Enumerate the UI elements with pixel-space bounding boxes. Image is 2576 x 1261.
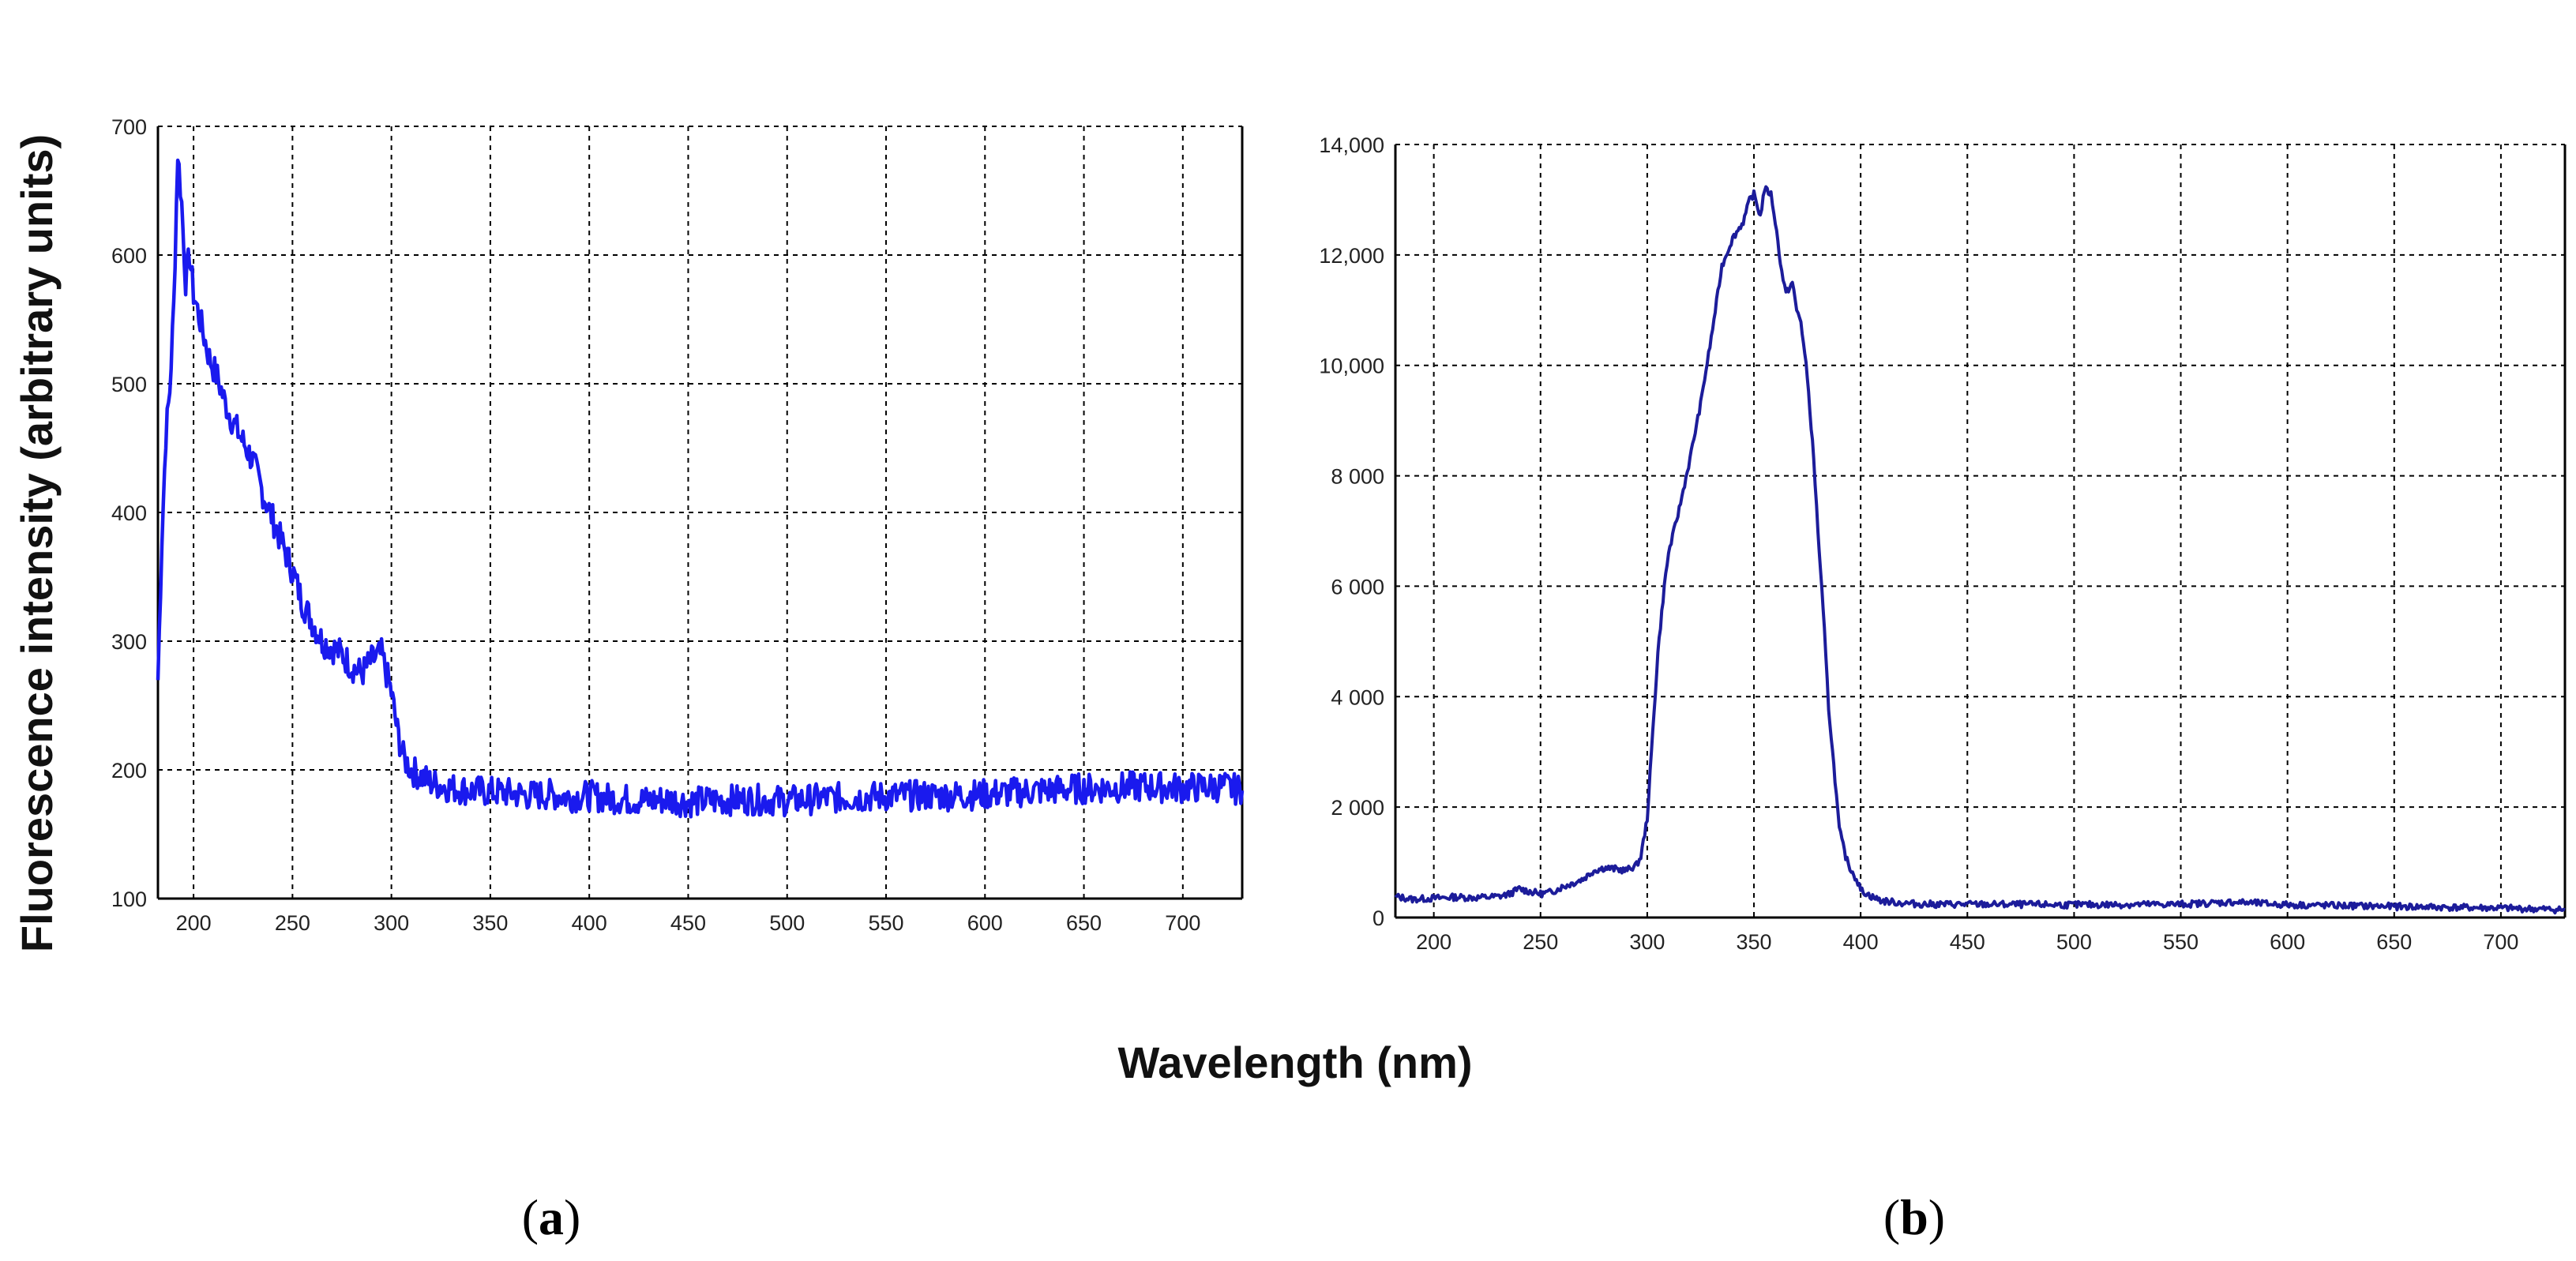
x-tick-label-a: 300 [374, 911, 409, 935]
x-tick-label-a: 600 [967, 911, 1003, 935]
x-tick-label-b: 650 [2376, 930, 2412, 954]
chart-panel-a: 200 250 300 350 400 450 500 550 600 650 700 100 200 3… [111, 115, 1245, 935]
x-tick-label-a: 450 [670, 911, 706, 935]
x-tick-label-b: 400 [1843, 930, 1879, 954]
y-tick-label-b: 8 000 [1331, 465, 1384, 489]
plot-area-b [1395, 144, 2565, 918]
y-tick-label-a: 300 [111, 630, 147, 654]
y-tick-label-b: 6 000 [1331, 575, 1384, 599]
x-tick-label-b: 600 [2270, 930, 2305, 954]
x-tick-label-b: 350 [1736, 930, 1771, 954]
x-axis-title: Wavelength (nm) [1117, 1038, 1472, 1087]
x-tick-label-b: 300 [1629, 930, 1665, 954]
y-axis-title: Fluorescence intensity (arbitrary units) [12, 134, 62, 952]
x-tick-label-b: 200 [1416, 930, 1451, 954]
x-tick-label-a: 550 [868, 911, 903, 935]
chart-panel-b: 200 250 300 350 400 450 500 550 600 650 700 0 2 000 4… [1319, 133, 2567, 954]
x-tick-label-b: 500 [2056, 930, 2092, 954]
x-tick-label-a: 500 [769, 911, 805, 935]
y-tick-label-b: 2 000 [1331, 796, 1384, 820]
series-line-a [156, 158, 1245, 819]
panel-label-b: (b) [1883, 1189, 1945, 1245]
x-tick-label-a: 650 [1066, 911, 1102, 935]
x-tick-label-a: 350 [472, 911, 508, 935]
panel-label-a: (a) [522, 1189, 581, 1245]
x-tick-label-a: 400 [572, 911, 607, 935]
x-tick-label-a: 200 [176, 911, 212, 935]
x-tick-label-b: 700 [2483, 930, 2518, 954]
y-tick-label-b: 14,000 [1319, 133, 1384, 157]
y-tick-label-a: 400 [111, 501, 147, 525]
y-tick-label-b: 0 [1372, 906, 1384, 930]
y-tick-label-a: 200 [111, 759, 147, 782]
y-tick-label-a: 100 [111, 888, 147, 911]
y-tick-label-b: 4 000 [1331, 685, 1384, 709]
y-tick-label-a: 500 [111, 373, 147, 396]
x-tick-label-a: 250 [275, 911, 310, 935]
y-tick-label-b: 10,000 [1319, 355, 1384, 378]
x-tick-label-a: 700 [1165, 911, 1200, 935]
x-tick-label-b: 250 [1523, 930, 1558, 954]
x-tick-label-b: 450 [1950, 930, 1985, 954]
x-tick-label-b: 550 [2163, 930, 2199, 954]
y-tick-label-a: 600 [111, 244, 147, 268]
series-line-b [1394, 185, 2566, 915]
y-tick-label-a: 700 [111, 115, 147, 139]
y-tick-label-b: 12,000 [1319, 244, 1384, 268]
